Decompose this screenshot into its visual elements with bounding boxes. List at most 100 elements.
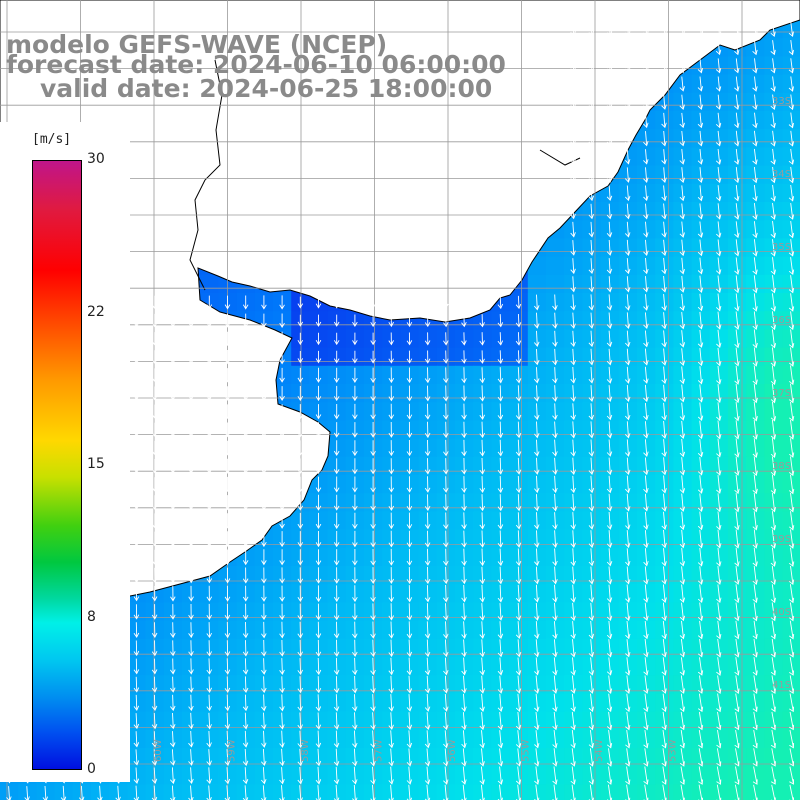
wind-arrow	[242, 658, 249, 675]
wind-arrow	[679, 366, 686, 385]
wind-arrow	[752, 565, 758, 586]
wind-arrow	[279, 549, 285, 566]
wind-arrow	[479, 403, 486, 420]
wind-arrow	[606, 493, 613, 512]
wind-arrow	[497, 512, 504, 530]
wind-arrow	[406, 530, 413, 548]
wind-arrow	[643, 548, 649, 567]
wind-arrow	[643, 421, 649, 439]
wind-arrow	[388, 639, 395, 658]
wind-arrow	[679, 112, 685, 129]
wind-arrow	[224, 567, 231, 584]
wind-arrow	[297, 748, 303, 767]
wind-arrow	[515, 313, 522, 328]
wind-arrow	[333, 350, 340, 364]
wind-arrow	[679, 40, 685, 56]
wind-arrow	[788, 148, 795, 165]
wind-arrow	[625, 602, 631, 622]
longitude-label: 57W	[374, 739, 385, 762]
wind-arrow	[224, 476, 231, 493]
wind-arrow	[752, 675, 758, 695]
longitude-label: 60W	[153, 739, 164, 762]
wind-arrow	[133, 441, 140, 456]
wind-arrow	[752, 693, 758, 713]
wind-arrow	[224, 404, 231, 420]
wind-arrow	[315, 494, 322, 511]
title-model: modelo GEFS-WAVE (NCEP)	[6, 30, 388, 59]
wind-arrow	[606, 675, 613, 694]
wind-arrow	[261, 531, 267, 548]
wind-arrow	[224, 730, 231, 748]
wind-arrow	[352, 603, 358, 621]
wind-arrow	[497, 457, 504, 475]
wind-arrow	[170, 368, 176, 383]
wind-arrow	[406, 675, 413, 694]
wind-arrow	[643, 294, 649, 311]
wind-arrow	[133, 749, 140, 766]
wind-arrow	[206, 404, 213, 420]
wind-arrow	[424, 585, 431, 603]
wind-arrow	[788, 293, 795, 312]
wind-arrow	[443, 458, 449, 475]
wind-arrow	[461, 295, 467, 310]
wind-arrow	[352, 296, 358, 309]
wind-arrow	[206, 331, 213, 346]
wind-arrow	[224, 585, 231, 602]
wind-arrow	[352, 530, 358, 548]
wind-arrow	[515, 295, 522, 310]
wind-arrow	[570, 602, 576, 621]
wind-arrow	[770, 112, 776, 129]
wind-arrow	[315, 766, 322, 785]
wind-arrow	[352, 476, 358, 493]
wind-arrow	[443, 748, 449, 767]
wind-arrow	[188, 495, 194, 511]
wind-arrow	[388, 530, 395, 548]
wind-arrow	[697, 493, 704, 513]
wind-arrow	[370, 766, 376, 785]
wind-arrow	[624, 94, 631, 110]
wind-arrow	[497, 657, 504, 676]
wind-arrow	[388, 567, 394, 584]
wind-arrow	[770, 456, 777, 477]
wind-arrow	[515, 494, 522, 512]
wind-arrow	[461, 584, 467, 603]
wind-arrow	[188, 386, 194, 401]
wind-arrow	[333, 567, 340, 584]
wind-arrow	[606, 584, 613, 603]
wind-arrow	[588, 639, 595, 658]
wind-arrow	[552, 330, 558, 348]
wind-arrow	[133, 404, 140, 419]
wind-arrow	[661, 58, 667, 74]
wind-arrow	[515, 639, 522, 658]
wind-arrow	[788, 203, 795, 220]
wind-arrow	[424, 675, 431, 694]
longitude-label: 53W	[668, 739, 679, 762]
wind-arrow	[515, 675, 522, 694]
wind-arrow	[643, 620, 649, 640]
wind-arrow	[716, 365, 722, 385]
wind-arrow	[552, 657, 558, 676]
wind-arrow	[297, 585, 304, 602]
wind-arrow	[515, 332, 522, 346]
wind-arrow	[461, 603, 467, 621]
wind-arrow	[661, 94, 667, 110]
wind-arrow	[497, 421, 504, 439]
wind-arrow	[788, 565, 795, 586]
wind-arrow	[788, 275, 795, 294]
wind-arrow	[133, 531, 140, 547]
wind-arrow	[424, 458, 431, 475]
wind-arrow	[770, 675, 776, 694]
wind-arrow	[697, 257, 704, 275]
wind-arrow	[206, 730, 212, 748]
wind-arrow	[661, 584, 667, 603]
wind-arrow	[606, 457, 613, 476]
wind-arrow	[716, 766, 722, 785]
wind-arrow	[734, 167, 740, 184]
wind-arrow	[443, 512, 449, 530]
wind-arrow	[788, 329, 795, 349]
wind-arrow	[788, 58, 794, 74]
wind-arrow	[515, 512, 522, 530]
wind-arrow	[388, 296, 394, 309]
wind-arrow	[679, 330, 686, 348]
